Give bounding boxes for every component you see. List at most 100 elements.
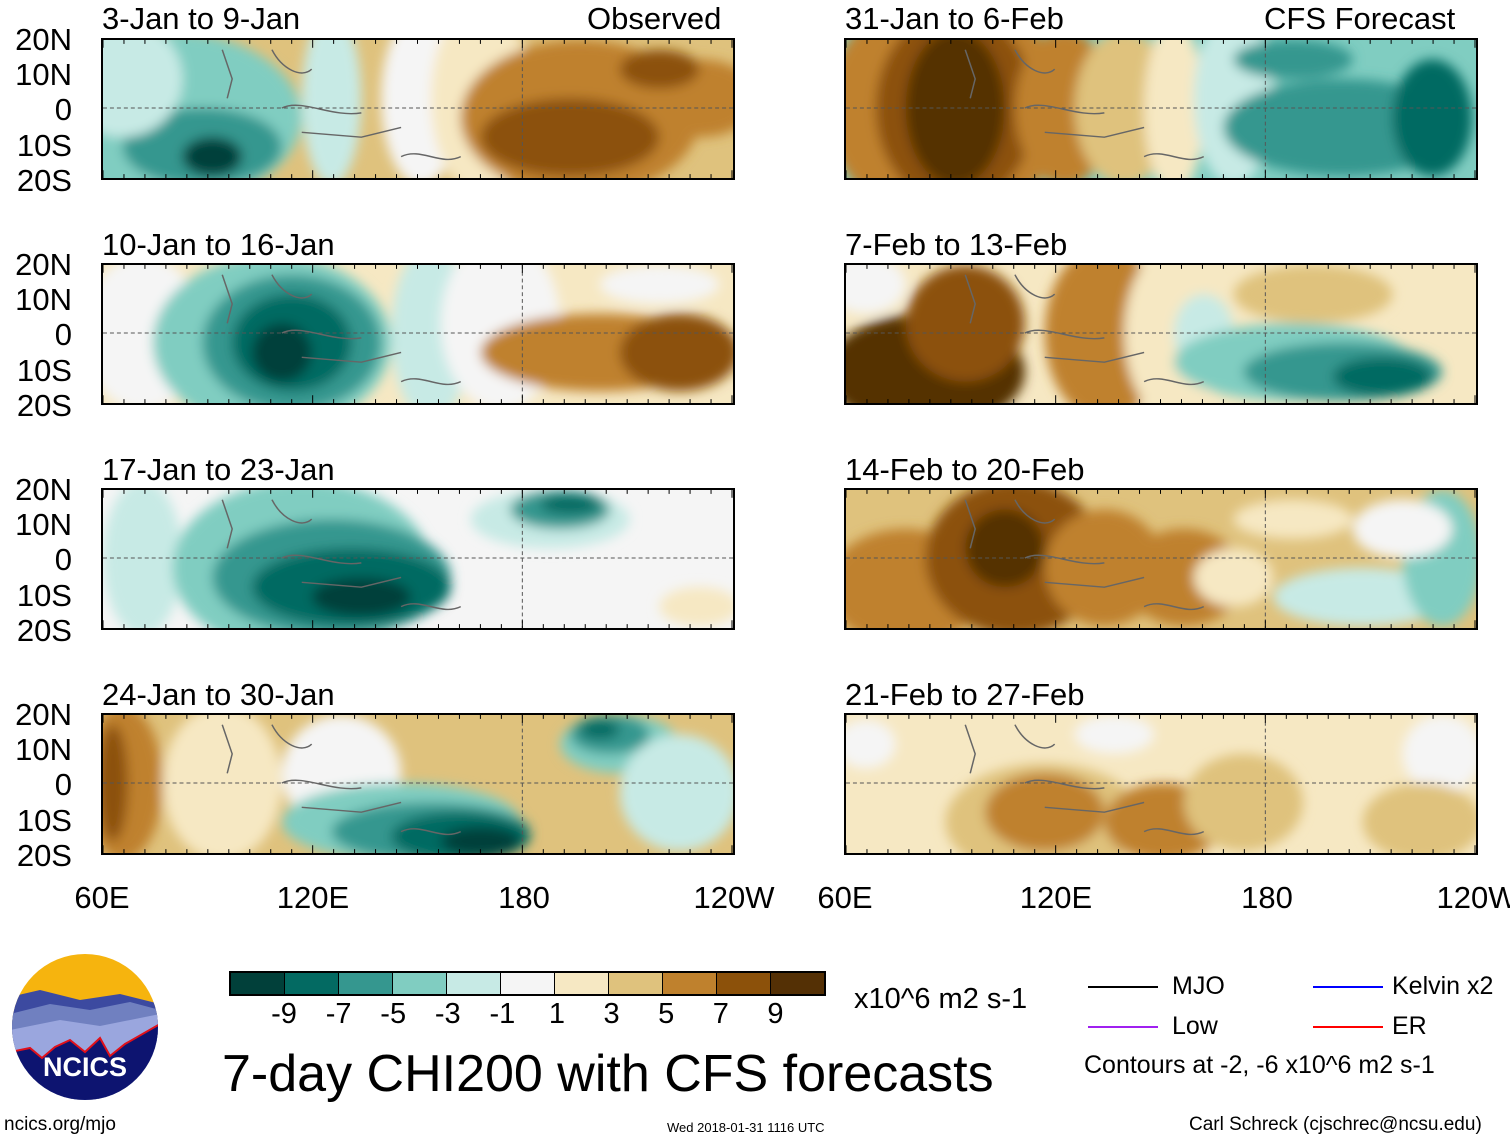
anomaly-region: [252, 323, 312, 382]
anomaly-region: [1233, 499, 1353, 539]
lon-label: 120W: [693, 880, 775, 915]
anomaly-region: [985, 773, 1105, 852]
colorbar-tick-label: 5: [658, 998, 675, 1030]
colorbar-swatch: [231, 973, 285, 994]
ncics-logo: NCICS: [12, 954, 158, 1100]
anomaly-region: [1402, 715, 1476, 793]
anomaly-region: [162, 715, 282, 853]
coastline: [221, 274, 462, 386]
lon-label: 120E: [276, 880, 350, 915]
anomaly-region: [965, 509, 1045, 588]
colorbar-tick-label: 7: [712, 998, 729, 1030]
lon-label: 120E: [1019, 880, 1093, 915]
anomaly-region: [1233, 40, 1353, 79]
coastline: [221, 499, 462, 611]
observed-label: Observed: [587, 1, 722, 36]
colorbar-swatch: [393, 973, 447, 994]
legend-kelvin: Kelvin x2: [1392, 972, 1494, 1000]
mjo-line-swatch: [1088, 986, 1158, 988]
anomaly-region: [1332, 357, 1433, 397]
anomaly-region: [182, 137, 243, 177]
anomaly-region: [301, 40, 362, 178]
anomaly-region: [1392, 59, 1473, 177]
legend-low: Low: [1172, 1012, 1218, 1040]
anomaly-region: [905, 40, 1005, 178]
map-panel: [101, 263, 735, 405]
colorbar-swatch: [447, 973, 501, 994]
anomaly-region: [103, 724, 128, 842]
lat-label: 10N: [15, 507, 72, 543]
lat-label: 10S: [16, 352, 72, 388]
colorbar-swatch: [339, 973, 393, 994]
colorbar-tick-label: -3: [434, 998, 461, 1030]
lon-label: 180: [1241, 880, 1293, 915]
anomaly-region: [480, 98, 660, 177]
anomaly-region: [579, 719, 620, 740]
lon-label: 180: [498, 880, 550, 915]
anomaly-region: [103, 40, 183, 138]
lat-label: 10S: [16, 802, 72, 838]
lat-label: 20S: [16, 162, 72, 198]
anomaly-region: [1144, 40, 1204, 178]
coastline: [964, 724, 1205, 836]
panel-title: 21-Feb to 27-Feb: [845, 677, 1085, 712]
colorbar-swatch: [501, 973, 555, 994]
timestamp: Wed 2018-01-31 1116 UTC: [667, 1120, 825, 1135]
contour-note: Contours at -2, -6 x10^6 m2 s-1: [1084, 1051, 1435, 1079]
anomaly-region: [1233, 265, 1393, 324]
coastline: [964, 274, 1205, 386]
lon-label: 60E: [74, 880, 130, 915]
legend-mjo: MJO: [1172, 972, 1225, 1000]
site-url[interactable]: ncics.org/mjo: [4, 1114, 116, 1135]
lat-label: 0: [54, 767, 72, 803]
lat-label: 20N: [15, 472, 72, 507]
colorbar: [229, 971, 826, 996]
anomaly-region: [659, 587, 733, 627]
credit: Carl Schreck (cjschrec@ncsu.edu): [1189, 1114, 1482, 1135]
panel-title: 10-Jan to 16-Jan: [102, 227, 335, 262]
figure-title: 7-day CHI200 with CFS forecasts: [222, 1045, 994, 1103]
panel-title: 3-Jan to 9-Jan: [102, 1, 301, 36]
lat-label: 10N: [15, 732, 72, 768]
logo-text: NCICS: [43, 1052, 127, 1082]
panel-title: 31-Jan to 6-Feb: [845, 1, 1064, 36]
lat-label: 20N: [15, 247, 72, 282]
anomaly-region: [846, 719, 896, 769]
colorbar-swatch: [663, 973, 717, 994]
anomaly-region: [1362, 783, 1476, 853]
colorbar-units: x10^6 m2 s-1: [854, 983, 1028, 1015]
colorbar-swatch: [555, 973, 609, 994]
lat-label: 10S: [16, 577, 72, 613]
anomaly-region: [311, 577, 412, 617]
colorbar-tick-label: 1: [548, 998, 566, 1030]
anomaly-region: [1183, 753, 1304, 852]
coastline: [964, 49, 1205, 161]
lat-label: 20S: [16, 837, 72, 873]
anomaly-region: [103, 490, 183, 628]
anomaly-region: [1074, 715, 1155, 754]
map-panel: [101, 488, 735, 630]
low-line-swatch: [1088, 1026, 1158, 1028]
colorbar-swatch: [771, 973, 824, 994]
lat-label: 10N: [15, 282, 72, 318]
colorbar-tick-label: 9: [767, 998, 784, 1030]
colorbar-tick-label: -1: [489, 998, 516, 1030]
coastline: [964, 499, 1205, 611]
map-panel: [844, 713, 1478, 855]
map-panel: [101, 38, 735, 180]
panel-title: 17-Jan to 23-Jan: [102, 452, 335, 487]
lat-label: 0: [54, 542, 72, 578]
map-panel: [101, 713, 735, 855]
map-panel: [844, 263, 1478, 405]
coastline: [221, 49, 462, 161]
colorbar-swatch: [285, 973, 339, 994]
er-line-swatch: [1313, 1026, 1383, 1028]
legend-er: ER: [1392, 1012, 1427, 1040]
anomaly-region: [846, 265, 906, 314]
anomaly-region: [1193, 548, 1274, 607]
map-panel: [844, 38, 1478, 180]
kelvin-line-swatch: [1313, 986, 1383, 988]
lat-label: 10S: [16, 127, 72, 163]
coastline: [221, 724, 462, 836]
anomaly-region: [905, 265, 1025, 382]
